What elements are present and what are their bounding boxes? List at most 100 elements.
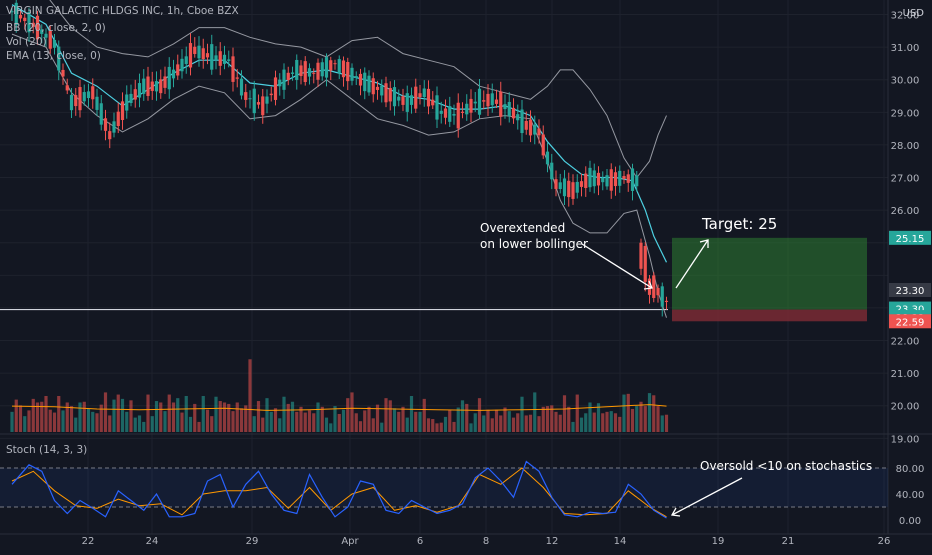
- candle-body: [605, 175, 609, 187]
- stoch-band-fill: [0, 468, 888, 507]
- volume-bar: [558, 414, 562, 432]
- candle-body: [367, 75, 371, 93]
- price-tick-label: 28.00: [891, 141, 920, 152]
- candle-body: [643, 245, 647, 282]
- candle-body: [95, 96, 99, 110]
- candle-body: [171, 69, 176, 79]
- volume-bar: [265, 398, 269, 432]
- candle-body: [426, 88, 431, 107]
- volume-bar: [10, 411, 14, 432]
- time-tick-label: 29: [246, 536, 259, 547]
- candle-body: [558, 182, 562, 190]
- volume-bar: [490, 418, 494, 432]
- candle-body: [639, 242, 643, 269]
- volume-bar: [562, 395, 567, 432]
- candle-body: [35, 15, 40, 40]
- volume-bar: [554, 411, 558, 432]
- time-tick-label: 12: [546, 536, 559, 547]
- candle-body: [482, 100, 486, 102]
- candle-body: [507, 101, 511, 117]
- candle-body: [380, 85, 384, 96]
- volume-bar: [358, 421, 363, 432]
- stoch-tick-label: 80.00: [896, 464, 925, 475]
- volume-bar: [31, 398, 35, 432]
- volume-bar: [201, 396, 205, 432]
- candle-body: [618, 170, 622, 186]
- candle-body: [65, 85, 69, 91]
- candle-body: [320, 62, 324, 77]
- price-tick-label: 32.00: [891, 11, 920, 22]
- candle-body: [239, 78, 244, 96]
- volume-bar: [384, 398, 388, 432]
- volume-bar: [40, 401, 44, 432]
- candle-body: [422, 88, 426, 98]
- candle-body: [418, 93, 422, 98]
- candle-body: [350, 67, 354, 81]
- volume-bar: [210, 416, 214, 432]
- volume-bar: [630, 408, 635, 432]
- candle-body: [358, 73, 363, 86]
- candle-body: [329, 60, 333, 71]
- arrow-overextended: [581, 243, 653, 289]
- candle-body: [57, 46, 61, 71]
- volume-bar: [601, 413, 605, 432]
- volume-bar: [116, 394, 120, 432]
- price-tick-label: 21.00: [891, 369, 920, 380]
- candle-body: [622, 176, 626, 180]
- volume-bar: [635, 406, 639, 432]
- volume-bar: [74, 417, 78, 432]
- volume-bar: [120, 398, 125, 432]
- candle-body: [516, 114, 520, 121]
- candle-body: [443, 108, 448, 118]
- volume-bar: [516, 413, 520, 432]
- volume-bar: [244, 405, 248, 432]
- volume-bar: [639, 401, 643, 432]
- volume-bar: [91, 411, 95, 432]
- candle-body: [477, 88, 482, 115]
- candle-body: [82, 92, 86, 102]
- volume-bar: [218, 401, 222, 432]
- volume-bar: [486, 409, 490, 432]
- candle-body: [448, 106, 452, 122]
- candle-body: [588, 167, 592, 188]
- volume-bar: [57, 396, 61, 432]
- volume-bar: [613, 413, 618, 432]
- volume-bar: [473, 413, 477, 432]
- candle-body: [664, 300, 669, 302]
- volume-bar: [567, 406, 571, 432]
- candle-body: [188, 43, 193, 68]
- candle-body: [120, 101, 125, 121]
- annotation-target: Target: 25: [701, 215, 777, 233]
- candle-body: [142, 78, 146, 94]
- volume-bar: [99, 404, 103, 432]
- candle-body: [299, 65, 303, 77]
- volume-bar: [592, 412, 596, 432]
- time-tick-label: 24: [146, 536, 159, 547]
- candle-body: [486, 93, 490, 107]
- volume-bar: [609, 411, 613, 432]
- volume-bar: [494, 409, 499, 432]
- candle-body: [176, 64, 180, 76]
- stoch-tick-label: 0.00: [899, 516, 921, 527]
- grid-lines: [0, 0, 888, 534]
- volume-bar: [367, 406, 371, 432]
- candle-body: [231, 56, 235, 82]
- candle-body: [193, 46, 197, 54]
- candle-body: [567, 180, 571, 198]
- candle-body: [278, 79, 282, 87]
- volume-ma-line: [11, 404, 667, 411]
- volume-bar: [664, 414, 669, 432]
- arrow-target: [675, 239, 709, 289]
- volume-bar: [511, 417, 516, 432]
- candle-body: [435, 95, 439, 120]
- volume-bar: [482, 415, 486, 432]
- price-tick-label: 20.00: [891, 402, 920, 413]
- time-tick-label: 8: [483, 536, 489, 547]
- volume-bar: [103, 392, 108, 432]
- legend-vol: Vol (20): [6, 36, 47, 48]
- volume-bar: [422, 398, 426, 432]
- volume-bar: [256, 401, 261, 432]
- legend-bb: BB (20, close, 2, 0): [6, 22, 106, 34]
